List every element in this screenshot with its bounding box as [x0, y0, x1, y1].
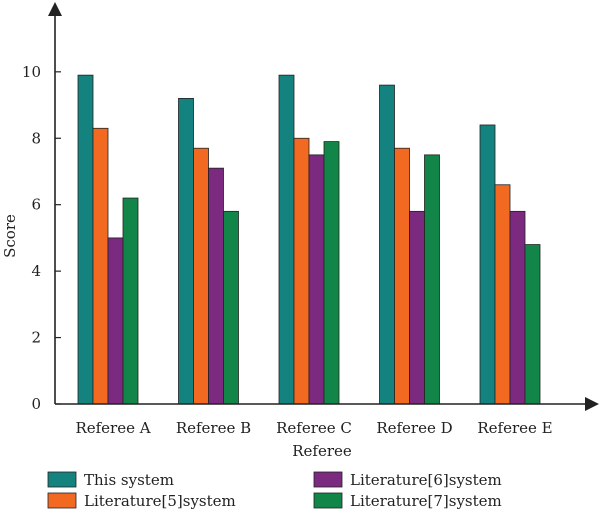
- bar-referee-b-series-3: [208, 167, 224, 405]
- axes-group: [48, 2, 599, 411]
- x-tick-labels-group: Referee A Referee B Referee C Referee D Refe…: [75, 419, 552, 437]
- legend-label-4: Literature[7]system: [350, 492, 502, 510]
- bar-referee-d-series-4: [424, 154, 440, 405]
- x-tick-label: Referee A: [75, 419, 150, 437]
- bar-referee-e-series-2: [494, 184, 511, 405]
- y-tick-label: 2: [31, 329, 41, 347]
- legend-swatch-4: [313, 492, 343, 509]
- bar-referee-a-series-1: [77, 74, 94, 405]
- bar-referee-c-series-4: [323, 141, 340, 405]
- y-tick-label: 6: [31, 196, 41, 214]
- legend-swatch-3: [313, 471, 343, 488]
- bar-referee-c-series-1: [278, 74, 295, 405]
- y-tick-label: 10: [22, 63, 41, 81]
- y-tick-label: 4: [31, 262, 41, 280]
- legend-label-2: Literature[5]system: [84, 492, 236, 510]
- legend: This system Literature[5]system Literature…: [47, 471, 502, 510]
- bar-referee-a-series-4: [122, 197, 139, 405]
- y-axis-title: Score: [1, 214, 19, 258]
- bar-referee-d-series-2: [394, 147, 410, 405]
- bar-referee-e-series-1: [479, 124, 496, 405]
- bar-referee-b-series-4: [223, 210, 239, 405]
- bar-referee-d-series-3: [409, 210, 425, 405]
- bar-referee-c-series-2: [293, 137, 310, 405]
- bar-referee-e-series-4: [524, 244, 541, 405]
- y-tick-label: 0: [31, 395, 41, 413]
- x-axis-title: Referee: [292, 442, 352, 460]
- y-tick-label: 8: [31, 129, 41, 147]
- bars-group: [77, 74, 541, 405]
- legend-swatch-1: [47, 471, 77, 488]
- bar-referee-c-series-3: [308, 154, 325, 405]
- x-tick-label: Referee E: [477, 419, 552, 437]
- y-ticks-group: 0 2 4 6 8 10: [22, 63, 61, 413]
- bar-referee-b-series-1: [178, 98, 194, 405]
- y-axis-arrow-icon: [48, 2, 62, 16]
- bar-referee-a-series-3: [107, 237, 124, 405]
- legend-label-3: Literature[6]system: [350, 471, 502, 489]
- bar-referee-b-series-2: [193, 147, 209, 405]
- bar-referee-e-series-3: [509, 210, 526, 405]
- x-axis-arrow-icon: [585, 397, 599, 411]
- legend-label-1: This system: [84, 471, 174, 489]
- bar-referee-a-series-2: [92, 127, 109, 405]
- bar-referee-d-series-1: [379, 84, 395, 405]
- x-tick-label: Referee C: [276, 419, 352, 437]
- x-tick-label: Referee D: [376, 419, 452, 437]
- x-tick-label: Referee B: [176, 419, 251, 437]
- legend-swatch-2: [47, 492, 77, 509]
